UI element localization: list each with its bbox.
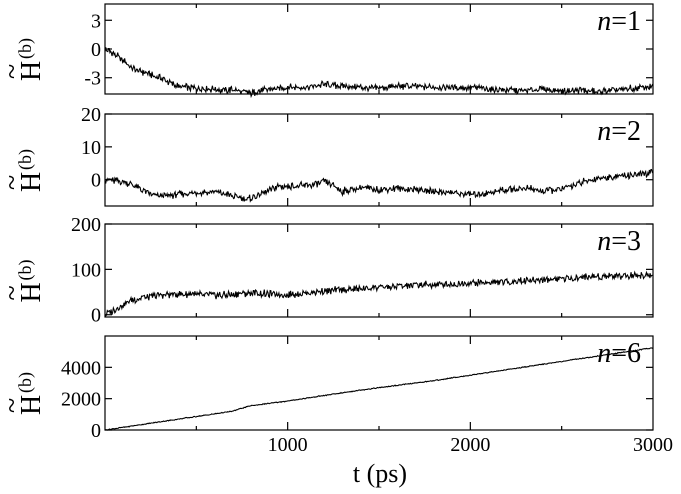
y-axis-label-main: H xyxy=(16,282,47,302)
plot-frame xyxy=(104,113,654,207)
y-tick-label: 0 xyxy=(91,420,101,442)
y-axis-label: H~ (b) xyxy=(0,372,47,415)
y-tick-label: 20 xyxy=(81,104,101,126)
x-tick-labels: 1000 2000 3000 xyxy=(268,434,673,456)
panel-1: -3 0 3 n=1 H~ (b) xyxy=(0,3,654,99)
y-axis-label-accent: ~ xyxy=(0,175,28,190)
panels: -303 n=1H~(b)01020n=2H~(b)0100200n=3H~(b)… xyxy=(0,3,654,442)
plot-frame xyxy=(104,335,654,431)
series-line-2 xyxy=(104,168,654,203)
y-axis-label-sup: (b) xyxy=(15,38,36,59)
y-axis-label-main: H xyxy=(16,61,47,81)
y-tick-label: 0 xyxy=(91,170,101,192)
y-tick-label: 200 xyxy=(71,214,101,236)
y-axis-label-sup: (b) xyxy=(15,372,36,393)
y-tick-label: 0 xyxy=(91,305,101,327)
series-line-3 xyxy=(104,270,654,318)
x-axis: 1000 2000 3000 t (ps) xyxy=(268,434,673,488)
panel-3: 0 100 200 n=3 H~ (b) xyxy=(0,214,654,327)
y-axis-label-accent: ~ xyxy=(0,64,28,79)
plot-frame xyxy=(104,3,654,95)
panel-label: n=3 xyxy=(597,226,641,257)
y-tick-label: 0 xyxy=(91,39,101,61)
panel-label: n=2 xyxy=(597,116,641,147)
series-line-4 xyxy=(104,347,654,431)
y-axis-label-sup: (b) xyxy=(15,260,36,281)
series-line-1 xyxy=(104,47,654,99)
y-axis-label-accent: ~ xyxy=(0,398,28,413)
x-axis-title: t (ps) xyxy=(353,459,407,488)
y-axis-label: H~ (b) xyxy=(0,149,47,192)
x-tick-label: 2000 xyxy=(450,434,490,456)
y-axis-label-accent: ~ xyxy=(0,285,28,300)
panel-4: 0 2000 4000 n=6 H~ (b) xyxy=(0,335,654,442)
panel-label: n=1 xyxy=(597,6,641,37)
y-tick-label: 2000 xyxy=(61,389,101,411)
y-axis-label-sup: (b) xyxy=(15,149,36,170)
plot-frame xyxy=(104,223,654,318)
y-tick-label: 3 xyxy=(91,10,101,32)
y-axis-label-main: H xyxy=(16,172,47,192)
x-tick-label: 3000 xyxy=(633,434,673,456)
y-axis-label: H~ (b) xyxy=(0,260,47,303)
y-axis-label-main: H xyxy=(16,395,47,415)
y-tick-label: 10 xyxy=(81,137,101,159)
y-tick-label: 100 xyxy=(71,259,101,281)
y-tick-label: -3 xyxy=(84,68,101,90)
y-axis-label: H~ (b) xyxy=(0,38,47,81)
panel-label: n=6 xyxy=(597,338,641,369)
x-tick-label: 1000 xyxy=(268,434,308,456)
panel-2: 0 10 20 n=2 H~ (b) xyxy=(0,104,654,207)
y-tick-label: 4000 xyxy=(61,357,101,379)
